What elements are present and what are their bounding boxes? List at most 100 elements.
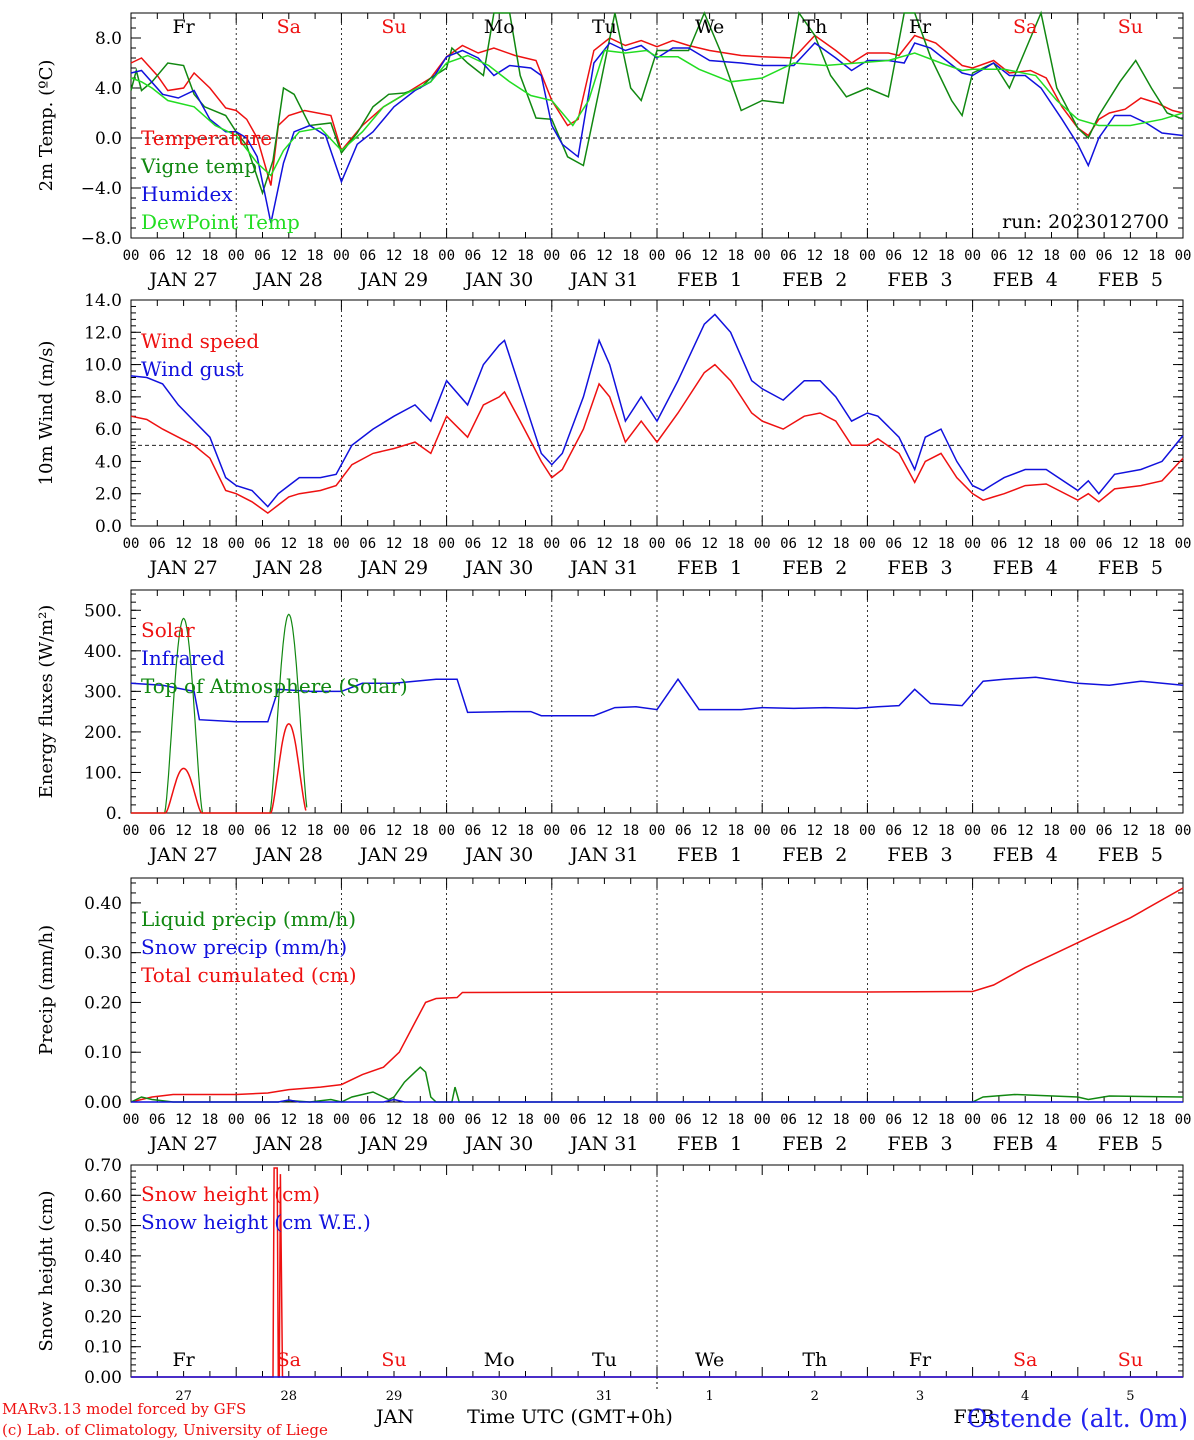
hour-label: 18 bbox=[1148, 248, 1165, 264]
hour-label: 00 bbox=[543, 536, 560, 552]
hour-label: 06 bbox=[254, 823, 271, 839]
hour-label: 06 bbox=[254, 1112, 271, 1128]
hour-label: 06 bbox=[990, 823, 1007, 839]
credit-model: MARv3.13 model forced by GFS bbox=[2, 1400, 246, 1418]
date-label: JAN 30 bbox=[463, 844, 533, 866]
hour-label: 06 bbox=[570, 823, 587, 839]
hour-label: 18 bbox=[727, 248, 744, 264]
hour-label: 00 bbox=[228, 536, 245, 552]
panel-wind: 0.0 2.0 4.0 6.0 8.0 10.0 12.0 14.0 10m Wind (m/s… bbox=[36, 291, 1191, 579]
y-axis-label: Energy fluxes (W/m²) bbox=[36, 605, 57, 799]
hour-label: 00 bbox=[228, 1112, 245, 1128]
legend-entry: Snow height (cm W.E.) bbox=[141, 1210, 371, 1234]
date-label: FEB 4 bbox=[993, 1133, 1058, 1155]
weekday-label: Th bbox=[802, 1349, 827, 1371]
date-label: JAN 28 bbox=[253, 269, 323, 291]
hour-label: 12 bbox=[1122, 1112, 1139, 1128]
day-number: 29 bbox=[386, 1389, 403, 1404]
hour-label: 18 bbox=[938, 1112, 955, 1128]
day-number: 31 bbox=[596, 1389, 613, 1404]
hour-label: 12 bbox=[701, 823, 718, 839]
date-label: JAN 31 bbox=[568, 844, 638, 866]
date-label: JAN 31 bbox=[568, 557, 638, 579]
day-number: 4 bbox=[1021, 1389, 1029, 1404]
hour-label: 18 bbox=[622, 823, 639, 839]
y-tick-label: 0.10 bbox=[84, 1043, 122, 1063]
weekday-label: We bbox=[695, 16, 724, 38]
weekday-label: Mo bbox=[484, 1349, 515, 1371]
hour-label: 06 bbox=[359, 248, 376, 264]
hour-label: 00 bbox=[649, 823, 666, 839]
y-tick-label: 100. bbox=[84, 763, 122, 783]
y-tick-label: 0.20 bbox=[84, 1307, 122, 1327]
hour-label: 18 bbox=[307, 1112, 324, 1128]
hour-label: 12 bbox=[701, 248, 718, 264]
hour-label: 18 bbox=[1148, 536, 1165, 552]
y-tick-label: 2.0 bbox=[95, 485, 122, 505]
hour-label: 18 bbox=[1043, 248, 1060, 264]
legend-entry: Snow height (cm) bbox=[141, 1182, 320, 1206]
hour-label: 18 bbox=[307, 536, 324, 552]
hour-label: 00 bbox=[754, 823, 771, 839]
hour-label: 18 bbox=[517, 536, 534, 552]
hour-label: 12 bbox=[386, 536, 403, 552]
hour-label: 12 bbox=[1017, 536, 1034, 552]
hour-label: 12 bbox=[386, 1112, 403, 1128]
y-axis-label: 10m Wind (m/s) bbox=[36, 341, 57, 486]
y-tick-label: 0.60 bbox=[84, 1186, 122, 1206]
series-wind-speed bbox=[130, 363, 1184, 515]
hour-label: 12 bbox=[806, 823, 823, 839]
hour-label: 12 bbox=[280, 823, 297, 839]
hour-label: 06 bbox=[464, 536, 481, 552]
hour-label: 12 bbox=[701, 1112, 718, 1128]
hour-label: 00 bbox=[438, 823, 455, 839]
hour-label: 06 bbox=[1096, 248, 1113, 264]
hour-label: 00 bbox=[1069, 823, 1086, 839]
hour-label: 12 bbox=[491, 536, 508, 552]
date-label: JAN 29 bbox=[358, 557, 428, 579]
date-label: FEB 1 bbox=[677, 557, 742, 579]
y-tick-label: 8.0 bbox=[95, 388, 122, 408]
hour-label: 12 bbox=[280, 248, 297, 264]
y-tick-label: 10.0 bbox=[84, 356, 122, 376]
hour-label: 06 bbox=[464, 1112, 481, 1128]
hour-label: 06 bbox=[990, 248, 1007, 264]
run-label: run: 2023012700 bbox=[1002, 211, 1169, 233]
legend-entry: Humidex bbox=[141, 182, 233, 206]
hour-label: 00 bbox=[1069, 248, 1086, 264]
hour-label: 12 bbox=[806, 1112, 823, 1128]
hour-label: 18 bbox=[517, 248, 534, 264]
hour-label: 12 bbox=[175, 823, 192, 839]
panel-snow: 0.00 0.10 0.20 0.30 0.40 0.50 0.60 0.70 Snow hei… bbox=[36, 1156, 1184, 1404]
hour-label: 18 bbox=[938, 536, 955, 552]
hour-label: 18 bbox=[622, 1112, 639, 1128]
hour-label: 18 bbox=[412, 536, 429, 552]
hour-label: 06 bbox=[359, 1112, 376, 1128]
hour-label: 12 bbox=[701, 536, 718, 552]
date-label: FEB 3 bbox=[887, 557, 952, 579]
legend-entry: DewPoint Temp bbox=[141, 210, 300, 234]
date-label: JAN 29 bbox=[358, 269, 428, 291]
date-label: JAN 28 bbox=[253, 844, 323, 866]
legend-entry: Temperature bbox=[141, 126, 272, 150]
date-label: FEB 2 bbox=[782, 557, 847, 579]
hour-label: 12 bbox=[912, 248, 929, 264]
hour-label: 12 bbox=[1017, 1112, 1034, 1128]
hour-label: 18 bbox=[1148, 1112, 1165, 1128]
hour-label: 18 bbox=[1148, 823, 1165, 839]
hour-label: 00 bbox=[333, 536, 350, 552]
date-label: JAN 29 bbox=[358, 844, 428, 866]
hour-label: 00 bbox=[649, 536, 666, 552]
y-tick-label: 0.20 bbox=[84, 993, 122, 1013]
station-label: Ostende (alt. 0m) bbox=[967, 1404, 1188, 1433]
hour-label: 06 bbox=[464, 823, 481, 839]
hour-label: 06 bbox=[780, 536, 797, 552]
hour-label: 00 bbox=[859, 1112, 876, 1128]
hour-label: 06 bbox=[359, 823, 376, 839]
y-tick-label: 0. bbox=[106, 804, 122, 824]
series-dewpoint-temp bbox=[130, 49, 1184, 177]
hour-label: 18 bbox=[833, 823, 850, 839]
weekday-label: Th bbox=[802, 16, 827, 38]
y-tick-label: 14.0 bbox=[84, 291, 122, 311]
date-label: FEB 4 bbox=[993, 269, 1058, 291]
